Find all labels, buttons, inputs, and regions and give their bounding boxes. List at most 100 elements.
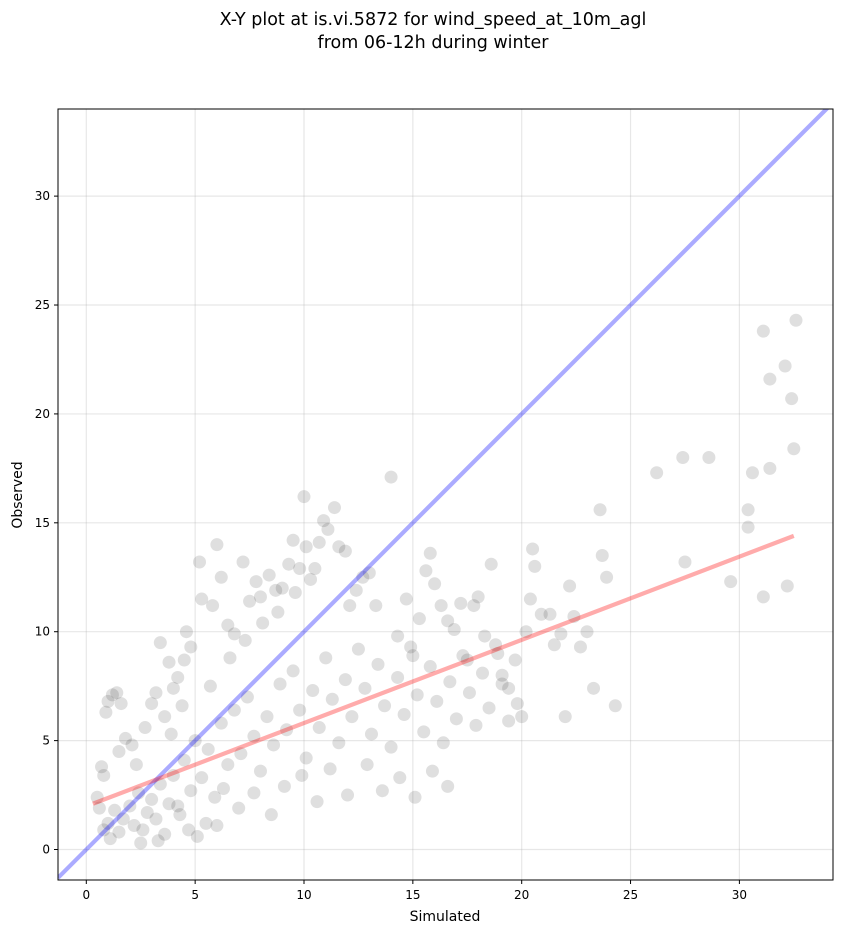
scatter-point	[129, 758, 143, 772]
scatter-point	[526, 542, 540, 556]
x-axis-ticks: 0 5 10 15 20 25 30	[82, 880, 747, 902]
scatter-point	[676, 450, 690, 464]
scatter-point	[253, 590, 267, 604]
scatter-point	[227, 703, 241, 717]
scatter-point	[195, 592, 209, 606]
scatter-point	[756, 590, 770, 604]
scatter-point	[462, 686, 476, 700]
scatter-point	[236, 555, 250, 569]
scatter-point	[319, 651, 333, 665]
scatter-point	[114, 697, 128, 711]
y-tick-label: 0	[42, 843, 50, 857]
scatter-point	[495, 668, 509, 682]
scatter-point	[558, 710, 572, 724]
scatter-point	[92, 801, 106, 815]
scatter-points	[90, 313, 803, 850]
scatter-point	[476, 666, 490, 680]
scatter-point	[273, 677, 287, 691]
scatter-point	[164, 727, 178, 741]
scatter-point	[332, 540, 346, 554]
scatter-point	[327, 501, 341, 515]
scatter-point	[678, 555, 692, 569]
scatter-point	[502, 681, 516, 695]
scatter-point	[293, 703, 307, 717]
y-tick-label: 30	[35, 189, 50, 203]
scatter-point	[166, 768, 180, 782]
scatter-point	[593, 503, 607, 517]
scatter-point	[188, 734, 202, 748]
scatter-point	[125, 738, 139, 752]
scatter-point	[238, 633, 252, 647]
scatter-point	[253, 764, 267, 778]
scatter-point	[587, 681, 601, 695]
scatter-point	[502, 714, 516, 728]
scatter-point	[478, 629, 492, 643]
scatter-point	[595, 548, 609, 562]
scatter-point	[297, 490, 311, 504]
scatter-point	[221, 758, 235, 772]
y-axis-ticks: 0 5 10 15 20 25 30	[35, 189, 58, 857]
scatter-point	[193, 555, 207, 569]
scatter-point	[182, 823, 196, 837]
scatter-point	[338, 544, 352, 558]
x-tick-label: 25	[623, 888, 638, 902]
x-tick-label: 5	[191, 888, 199, 902]
y-tick-label: 15	[35, 516, 50, 530]
scatter-point	[789, 313, 803, 327]
grid	[58, 109, 833, 880]
scatter-point	[362, 566, 376, 580]
scatter-point	[351, 642, 365, 656]
scatter-point	[221, 618, 235, 632]
scatter-point	[417, 725, 431, 739]
scatter-point	[408, 790, 422, 804]
plot-area-frame	[57, 108, 834, 881]
scatter-point	[430, 694, 444, 708]
scatter-point	[216, 782, 230, 796]
scatter-point	[312, 535, 326, 549]
scatter-point	[123, 799, 137, 813]
x-tick-label: 0	[82, 888, 90, 902]
scatter-point	[510, 697, 524, 711]
scatter-point	[286, 533, 300, 547]
scatter-point	[153, 636, 167, 650]
scatter-point	[210, 819, 224, 833]
scatter-point	[780, 579, 794, 593]
scatter-point	[325, 692, 339, 706]
scatter-point	[151, 834, 165, 848]
scatter-point	[523, 592, 537, 606]
scatter-point	[528, 559, 542, 573]
scatter-point	[264, 808, 278, 822]
scatter-point	[95, 760, 109, 774]
scatter-point	[127, 819, 141, 833]
scatter-point	[741, 520, 755, 534]
scatter-point	[332, 736, 346, 750]
scatter-point	[358, 681, 372, 695]
scatter-point	[519, 625, 533, 639]
scatter-point	[467, 599, 481, 613]
scatter-point	[423, 546, 437, 560]
scatter-point	[227, 627, 241, 641]
scatter-point	[260, 710, 274, 724]
scatter-point	[293, 562, 307, 576]
scatter-point	[234, 747, 248, 761]
scatter-point	[149, 686, 163, 700]
scatter-point	[567, 609, 581, 623]
scatter-point	[105, 688, 119, 702]
regression-line	[92, 533, 795, 806]
scatter-point	[391, 629, 405, 643]
y-axis-label: Observed	[10, 461, 26, 528]
scatter-point	[136, 823, 150, 837]
scatter-point	[756, 324, 770, 338]
scatter-point	[134, 836, 148, 850]
y-tick-label: 5	[42, 734, 50, 748]
scatter-point	[447, 623, 461, 637]
scatter-point	[423, 660, 437, 674]
scatter-point	[312, 721, 326, 735]
scatter-point	[249, 575, 263, 589]
scatter-point	[177, 653, 191, 667]
scatter-point	[210, 538, 224, 552]
scatter-point	[441, 779, 455, 793]
scatter-point	[454, 596, 468, 610]
scatter-point	[384, 740, 398, 754]
scatter-point	[745, 466, 759, 480]
